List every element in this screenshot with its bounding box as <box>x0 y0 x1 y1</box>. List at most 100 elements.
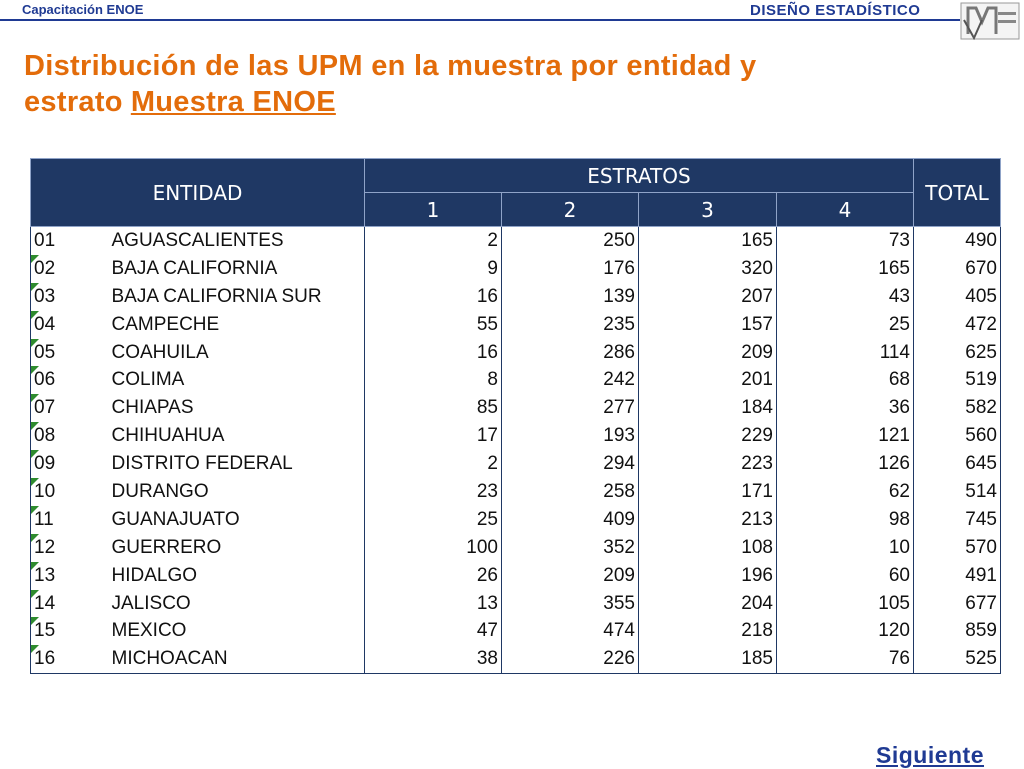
table-cell: 10 <box>30 478 109 506</box>
table-cell: 11 <box>30 505 109 534</box>
table-cell: 17 <box>364 422 502 451</box>
table-cell: JALISCO <box>108 589 365 618</box>
table-row: 12 GUERRERO 100 352 108 10 570 <box>30 533 1001 562</box>
header-rule <box>0 19 960 21</box>
table-cell: 05 <box>30 338 109 367</box>
table-cell: 859 <box>913 617 1001 646</box>
table-cell: 242 <box>501 366 639 395</box>
table-cell: 352 <box>501 533 639 562</box>
table-cell: 16 <box>364 338 502 367</box>
table-cell: 26 <box>364 561 502 590</box>
table-row: 10 DURANGO 23 258 171 62 514 <box>30 478 1001 506</box>
table-cell: 60 <box>776 561 914 590</box>
table-cell: 320 <box>638 254 777 283</box>
table-row: 13 HIDALGO 26 209 196 60 491 <box>30 561 1001 590</box>
table-cell: 745 <box>913 505 1001 534</box>
table-cell: 209 <box>501 561 639 590</box>
table-cell: 165 <box>638 226 777 255</box>
table-cell: 286 <box>501 338 639 367</box>
table-cell: 2 <box>364 450 502 479</box>
table-cell: 03 <box>30 282 109 311</box>
header-cell: ENTIDAD <box>30 158 365 227</box>
table-cell: 15 <box>30 617 109 646</box>
table-cell: 258 <box>501 478 639 506</box>
table-cell: 250 <box>501 226 639 255</box>
logo <box>960 2 1020 40</box>
table-cell: 677 <box>913 589 1001 618</box>
table-cell: 38 <box>364 645 502 675</box>
table-cell: 171 <box>638 478 777 506</box>
table-row: 03 BAJA CALIFORNIA SUR 16 139 207 43 405 <box>30 282 1001 311</box>
header-cell: ESTRATOS <box>364 158 914 193</box>
table-cell: 570 <box>913 533 1001 562</box>
table-cell: 472 <box>913 310 1001 339</box>
table-cell: 491 <box>913 561 1001 590</box>
table-cell: BAJA CALIFORNIA <box>108 254 365 283</box>
table-cell: 9 <box>364 254 502 283</box>
table-cell: 196 <box>638 561 777 590</box>
table-cell: DISTRITO FEDERAL <box>108 450 365 479</box>
table-cell: 98 <box>776 505 914 534</box>
table-cell: 218 <box>638 617 777 646</box>
table-cell: 13 <box>30 561 109 590</box>
table-cell: 185 <box>638 645 777 675</box>
table-cell: 165 <box>776 254 914 283</box>
table-cell: 36 <box>776 394 914 423</box>
table-cell: 126 <box>776 450 914 479</box>
table-cell: 76 <box>776 645 914 675</box>
table-cell: MICHOACAN <box>108 645 365 675</box>
table-cell: 226 <box>501 645 639 675</box>
table-cell: 625 <box>913 338 1001 367</box>
table-cell: 08 <box>30 422 109 451</box>
table-cell: GUANAJUATO <box>108 505 365 534</box>
table-row: 16 MICHOACAN 38 226 185 76 525 <box>30 645 1001 675</box>
table-cell: 108 <box>638 533 777 562</box>
table-cell: 14 <box>30 589 109 618</box>
table-row: 07 CHIAPAS 85 277 184 36 582 <box>30 394 1001 423</box>
header-cell: 1 <box>364 192 502 227</box>
header-cell: 3 <box>638 192 777 227</box>
table-row: 15 MEXICO 47 474 218 120 859 <box>30 617 1001 646</box>
table-cell: 355 <box>501 589 639 618</box>
table-cell: 582 <box>913 394 1001 423</box>
table-cell: 12 <box>30 533 109 562</box>
table-cell: 176 <box>501 254 639 283</box>
table-cell: 277 <box>501 394 639 423</box>
table-cell: 02 <box>30 254 109 283</box>
header-cell: 2 <box>501 192 639 227</box>
next-link[interactable]: Siguiente <box>876 742 985 768</box>
table-row: 08 CHIHUAHUA 17 193 229 121 560 <box>30 422 1001 451</box>
table-cell: 120 <box>776 617 914 646</box>
table-cell: 157 <box>638 310 777 339</box>
header-cell: 4 <box>776 192 914 227</box>
header-right: DISEÑO ESTADÍSTICO <box>750 2 921 19</box>
table-cell: 139 <box>501 282 639 311</box>
table-cell: 201 <box>638 366 777 395</box>
table-cell: 235 <box>501 310 639 339</box>
table-cell: 25 <box>776 310 914 339</box>
table-cell: 560 <box>913 422 1001 451</box>
title-link[interactable]: Muestra ENOE <box>130 86 336 118</box>
table-cell: 193 <box>501 422 639 451</box>
table-cell: 09 <box>30 450 109 479</box>
table-row: 06 COLIMA 8 242 201 68 519 <box>30 366 1001 395</box>
table-cell: 229 <box>638 422 777 451</box>
table-cell: 01 <box>30 226 109 255</box>
table-cell: 474 <box>501 617 639 646</box>
table-cell: 670 <box>913 254 1001 283</box>
table-cell: HIDALGO <box>108 561 365 590</box>
table-cell: 213 <box>638 505 777 534</box>
table-cell: 73 <box>776 226 914 255</box>
table-cell: CHIAPAS <box>108 394 365 423</box>
table-cell: 525 <box>913 645 1001 675</box>
table-cell: 07 <box>30 394 109 423</box>
table-row: 01 AGUASCALIENTES 2 250 165 73 490 <box>30 226 1001 255</box>
table-cell: 204 <box>638 589 777 618</box>
title-text: Distribución de las UPM en la muestra po… <box>24 50 757 118</box>
table-cell: 207 <box>638 282 777 311</box>
table-cell: 223 <box>638 450 777 479</box>
table-cell: 100 <box>364 533 502 562</box>
table-cell: 62 <box>776 478 914 506</box>
